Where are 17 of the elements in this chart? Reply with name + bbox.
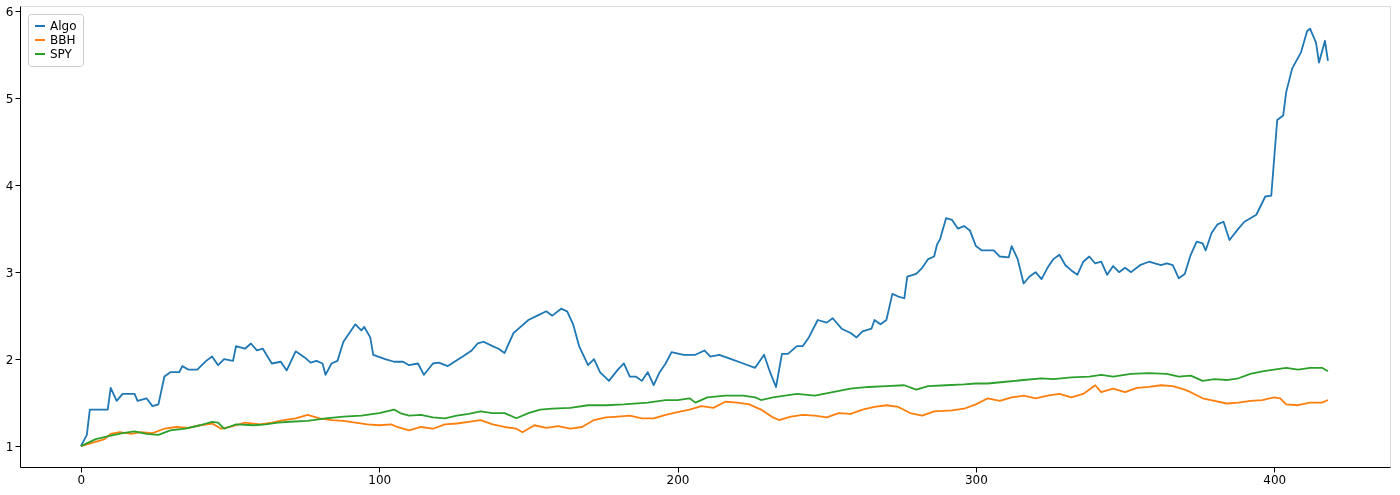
legend-label: BBH — [50, 33, 76, 47]
legend-label: Algo — [50, 19, 77, 33]
y-tick-label: 1 — [5, 439, 14, 454]
x-tick-label: 0 — [77, 472, 86, 487]
y-tick-label: 3 — [5, 265, 14, 280]
x-tick-label: 200 — [666, 472, 690, 487]
x-tick-label: 100 — [368, 472, 392, 487]
line-series — [79, 384, 1329, 448]
line-series — [79, 27, 1329, 448]
legend-label: SPY — [50, 47, 73, 61]
x-tick-label: 300 — [964, 472, 988, 487]
y-tick-label: 2 — [5, 352, 14, 367]
y-tick-label: 6 — [5, 4, 14, 19]
y-tick-label: 5 — [5, 91, 14, 106]
x-tick-label: 400 — [1263, 472, 1287, 487]
y-tick-label: 4 — [5, 178, 14, 193]
line-series — [79, 366, 1329, 448]
